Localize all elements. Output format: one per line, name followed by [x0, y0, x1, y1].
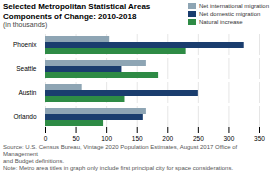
html-text:Net domestic migration: Net domestic migration [199, 11, 261, 17]
svg-text:Phoenix: Phoenix [13, 41, 37, 48]
svg-text:300: 300 [223, 135, 234, 142]
html-text:Net international migration: Net international migration [199, 3, 269, 9]
svg-text:150: 150 [132, 135, 143, 142]
svg-text:Seattle: Seattle [16, 65, 37, 72]
svg-text:200: 200 [162, 135, 173, 142]
svg-text:350: 350 [254, 135, 265, 142]
html-text:Natural increase: Natural increase [199, 19, 243, 25]
svg-text:250: 250 [193, 135, 204, 142]
html-text:Source: U.S. Census Bureau, Vi: Source: U.S. Census Bureau, Vintage 2020… [3, 143, 238, 171]
html-text:(in thousands): (in thousands) [3, 21, 48, 28]
svg-text:Orlando: Orlando [13, 113, 37, 120]
svg-text:Austin: Austin [18, 89, 36, 96]
svg-text:100: 100 [101, 135, 112, 142]
html-text:Selected Metropolitan Statisti: Selected Metropolitan Statistical Areas … [3, 2, 151, 21]
svg-text:0: 0 [44, 135, 48, 142]
svg-text:50: 50 [72, 135, 80, 142]
